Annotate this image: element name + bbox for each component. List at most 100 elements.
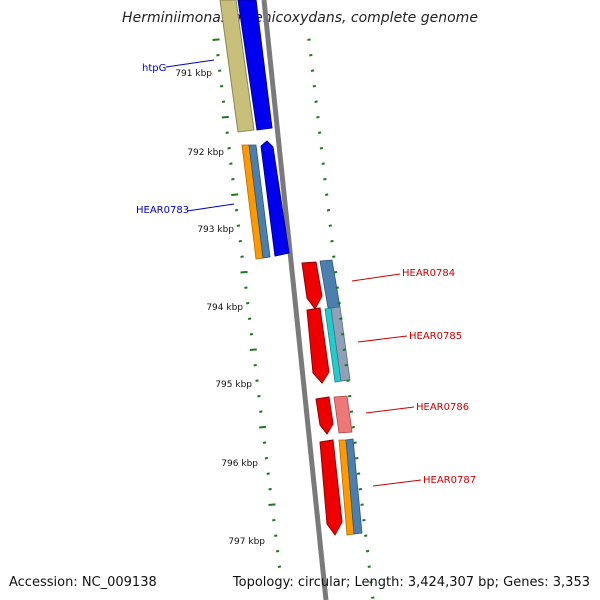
left-scale-minor-tick [234,208,239,212]
right-scale-minor-tick [307,38,311,41]
gene-label-HEAR0784[interactable]: HEAR0784 [402,268,455,279]
left-scale-minor-tick [238,239,242,243]
leader-line-HEAR0787 [372,479,422,487]
leader-line-HEAR0783 [186,203,235,212]
gene-HEAR0786-arrow [315,396,334,435]
right-scale-minor-tick [362,518,366,522]
left-scale-minor-tick [231,177,235,181]
left-scale-minor-tick [266,472,270,475]
tick-label-795: 795 kbp [215,380,252,390]
gene-label-HEAR0787[interactable]: HEAR0787 [423,475,476,486]
left-scale-minor-tick [253,363,257,367]
tick-label-796: 796 kbp [221,459,258,469]
left-scale-minor-tick [274,534,278,537]
left-scale-minor-tick [249,332,254,336]
right-scale-minor-tick [332,255,336,258]
left-scale-minor-tick [257,394,261,398]
gene-htpG-arrow [237,0,273,131]
gene-HEAR0784-arrow [301,261,323,310]
gene-feature-khaki [219,0,255,133]
left-scale-minor-tick [246,301,250,305]
gene-HEAR0787-arrow [319,439,343,536]
gene-label-htpG[interactable]: htpG [142,63,166,74]
right-scale-minor-tick [309,53,313,57]
right-scale-minor-tick [369,580,373,584]
genome-summary: Topology: circular; Length: 3,424,307 bp… [232,575,590,590]
left-scale-major-tick [221,115,229,119]
right-scale-minor-tick [358,487,363,491]
right-scale-minor-tick [351,425,355,429]
right-scale-minor-tick [344,363,348,367]
right-scale-minor-tick [367,565,371,568]
left-scale-minor-tick [268,487,272,491]
right-scale-minor-tick [325,193,329,196]
tick-label-792: 792 kbp [187,148,224,158]
left-scale-minor-tick [240,255,244,258]
right-scale-minor-tick [312,84,316,88]
left-scale-major-tick [259,425,267,429]
gene-HEAR0783-arrow [260,140,290,257]
right-scale-minor-tick [323,177,327,181]
left-scale-major-tick [212,38,220,41]
right-scale-line [307,38,375,599]
left-scale-minor-tick [247,317,252,320]
right-scale-minor-tick [337,301,341,305]
right-scale-minor-tick [349,410,354,413]
leader-line-HEAR0786 [365,406,415,414]
accession-label: Accession: NC_009138 [9,575,157,590]
right-scale-minor-tick [342,348,347,351]
left-scale-minor-tick [219,84,224,88]
genome-title: Herminiimonas arsenicoxydans, complete g… [122,10,478,26]
gene-HEAR0785-arrow [306,307,330,384]
right-scale-minor-tick [355,456,359,460]
left-scale-minor-tick [216,53,220,57]
right-scale-minor-tick [341,332,345,336]
right-scale-minor-tick [326,208,331,212]
right-scale-minor-tick [353,441,357,444]
left-scale-major-tick [249,348,257,351]
gene-feature-steelblue-2 [319,259,341,309]
right-scale-minor-tick [371,596,375,599]
right-scale-minor-tick [321,162,325,165]
right-scale-minor-tick [346,379,350,382]
right-scale-minor-tick [333,270,338,274]
right-scale-minor-tick [360,503,364,506]
right-scale-minor-tick [335,286,339,289]
left-scale-minor-tick [259,410,263,413]
left-scale-minor-tick [225,131,229,134]
gene-label-HEAR0785[interactable]: HEAR0785 [409,331,462,342]
right-scale-minor-tick [365,549,370,553]
right-scale-minor-tick [356,472,361,475]
left-scale-minor-tick [272,518,276,522]
gene-label-HEAR0786[interactable]: HEAR0786 [416,402,469,413]
gene-feature-steelblue-3 [345,438,363,535]
left-scale-minor-tick [244,286,248,289]
right-scale-minor-tick [330,239,334,243]
right-scale-minor-tick [348,394,352,398]
left-scale-minor-tick [229,162,233,165]
tick-label-791: 791 kbp [175,69,212,79]
tick-label-794: 794 kbp [206,303,243,313]
right-scale-minor-tick [314,100,318,103]
left-scale-minor-tick [264,456,269,460]
gene-feature-pink [333,395,353,434]
right-scale-minor-tick [328,224,332,227]
tick-label-797: 797 kbp [228,537,265,547]
tick-label-793: 793 kbp [197,225,234,235]
right-scale-minor-tick [364,534,368,537]
left-scale-major-tick [268,503,276,506]
gene-feature-steelblue-1 [248,144,271,259]
left-scale-major-tick [240,270,248,274]
leader-line-HEAR0785 [357,335,408,343]
gene-label-HEAR0783[interactable]: HEAR0783 [136,205,189,216]
right-scale-minor-tick [316,115,320,119]
leader-line-htpG [165,59,215,68]
leader-line-HEAR0784 [351,273,401,282]
left-scale-minor-tick [255,379,259,382]
left-scale-major-tick [231,193,239,196]
right-scale-minor-tick [317,131,322,134]
right-scale-minor-tick [319,146,324,150]
left-scale-minor-tick [236,224,241,227]
left-scale-minor-tick [218,69,222,72]
